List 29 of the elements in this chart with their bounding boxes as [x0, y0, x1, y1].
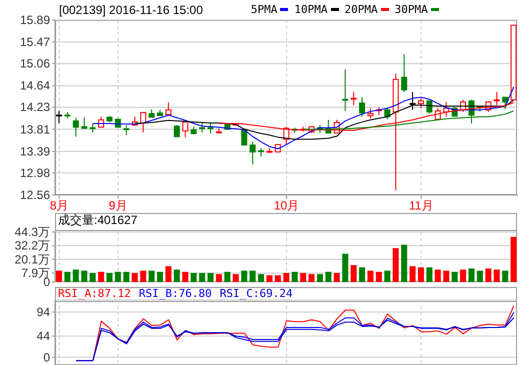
x-tick-label: 8月 [50, 198, 69, 213]
x-tick-label: 9月 [108, 198, 128, 213]
y-tick-label: 20.1万 [14, 252, 50, 266]
y-tick-label: 12.56 [20, 188, 50, 202]
y-tick-label: 12.98 [20, 166, 50, 180]
x-tick-label: 10月 [274, 198, 300, 213]
y-tick-label: 32.2万 [14, 238, 50, 253]
chart-title: [002139] 2016-11-16 15:00 [59, 3, 203, 17]
y-tick-label: 44 [36, 329, 50, 344]
y-tick-label: 0 [43, 275, 50, 289]
y-tick-label: 15.47 [20, 35, 50, 50]
y-tick-label: 0 [43, 350, 50, 364]
legend-label: 5PMA [250, 3, 278, 16]
y-tick-label: 44.3万 [14, 225, 50, 239]
legend-label: 20PMA [344, 3, 379, 16]
y-tick-label: 94 [36, 305, 50, 320]
chart-title: 成交量:401627 [58, 213, 138, 227]
legend-label: 30PMA [394, 3, 429, 16]
y-tick-label: 13.39 [20, 144, 50, 158]
text: RSI_A:87.12 [58, 287, 131, 300]
y-tick-label: 14.23 [20, 100, 50, 114]
y-tick-label: 14.64 [20, 78, 50, 93]
x-tick-label: 11月 [408, 198, 434, 213]
y-tick-label: 15.89 [20, 13, 50, 27]
y-tick-label: 15.06 [20, 56, 50, 71]
text: RSI_B:76.80 [138, 287, 212, 300]
legend-label: 10PMA [294, 3, 329, 16]
y-tick-label: 13.81 [20, 122, 50, 136]
text: RSI_C:69.24 [220, 287, 293, 300]
